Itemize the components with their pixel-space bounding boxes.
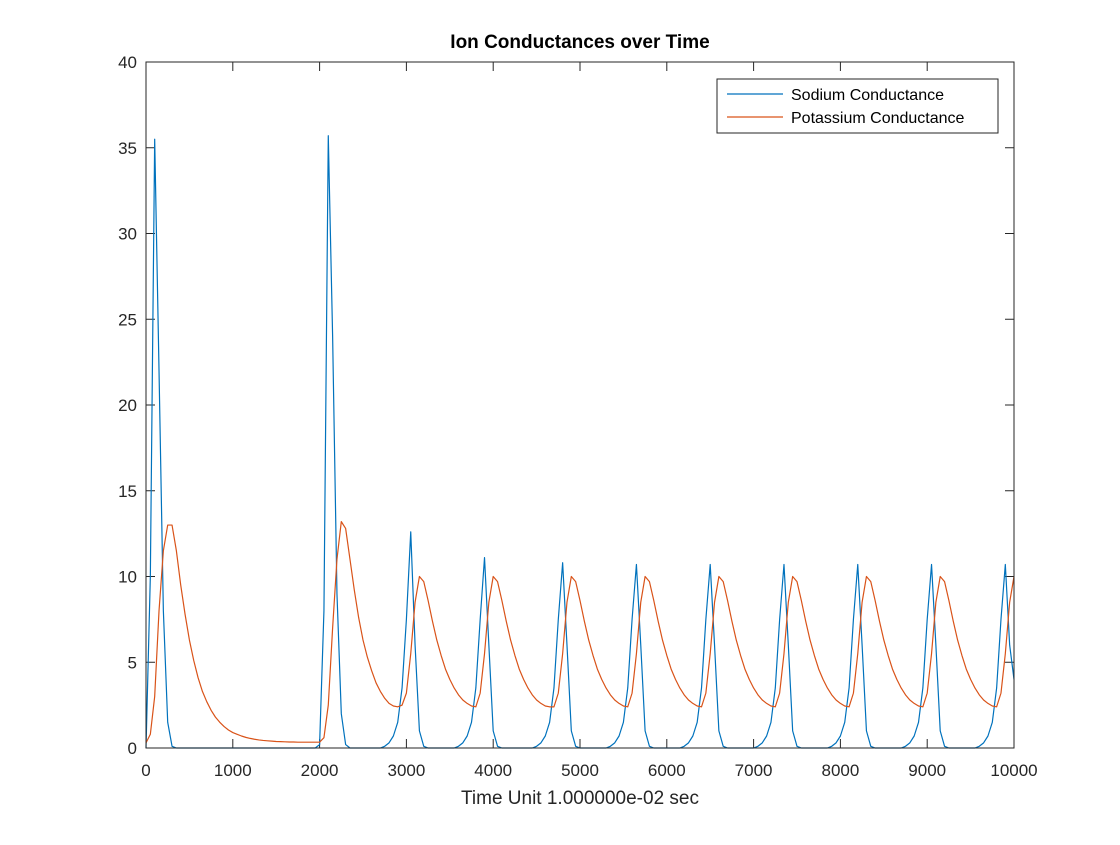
x-tick-label: 4000 [474,761,512,780]
legend-label: Potassium Conductance [791,110,965,127]
x-tick-label: 6000 [648,761,686,780]
x-tick-label: 8000 [821,761,859,780]
x-tick-label: 1000 [214,761,252,780]
legend-box [716,78,999,134]
y-tick-label: 10 [118,568,137,587]
y-tick-label: 35 [118,139,137,158]
y-tick-label: 25 [118,310,137,329]
x-tick-label: 10000 [990,761,1037,780]
y-tick-label: 5 [128,653,137,672]
x-axis-label: Time Unit 1.000000e-02 sec [461,788,699,809]
x-tick-label: 7000 [735,761,773,780]
x-tick-label: 9000 [908,761,946,780]
y-tick-label: 20 [118,396,137,415]
x-tick-label: 3000 [387,761,425,780]
plot-area [146,62,1014,748]
y-tick-label: 0 [128,739,137,758]
data-line [145,521,1015,744]
x-tick-label: 2000 [301,761,339,780]
y-tick-label: 15 [118,482,137,501]
x-tick-label: 0 [141,761,150,780]
chart-title: Ion Conductances over Time [450,32,709,53]
y-tick-label: 40 [118,53,137,72]
axes-box [145,61,1015,749]
x-tick-label: 5000 [561,761,599,780]
y-tick-label: 30 [118,225,137,244]
legend-label: Sodium Conductance [791,87,944,104]
legend: Sodium Conductance Potassium Conductance [716,78,999,134]
